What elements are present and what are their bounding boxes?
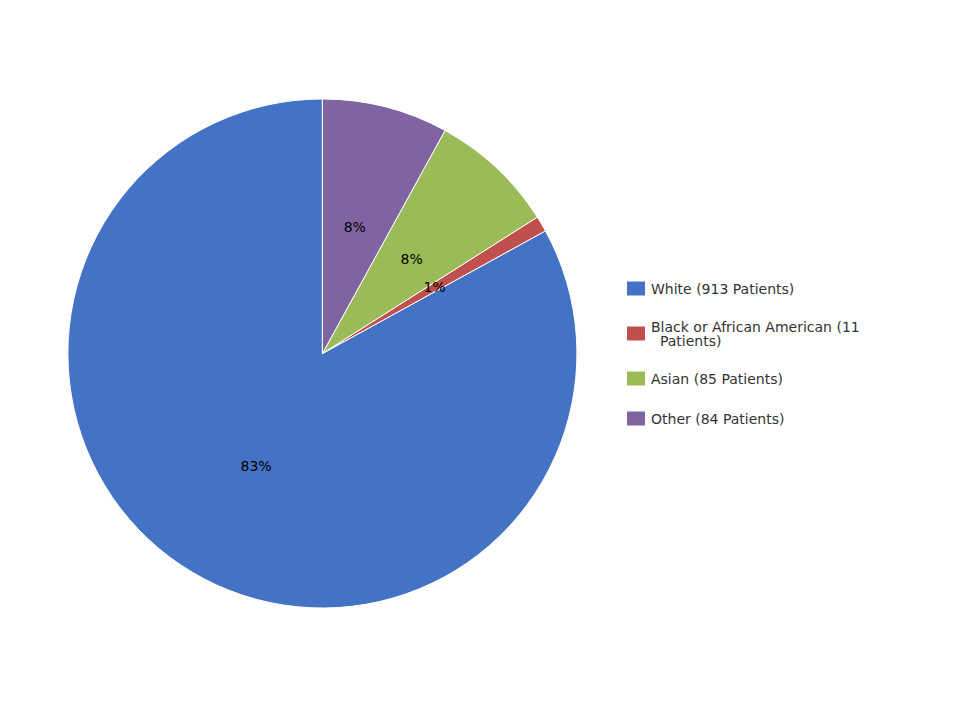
svg-text:83%: 83%: [241, 458, 272, 474]
svg-text:Patients): Patients): [651, 333, 721, 349]
svg-text:1%: 1%: [423, 279, 445, 295]
svg-text:8%: 8%: [344, 219, 366, 235]
svg-text:White (913 Patients): White (913 Patients): [651, 281, 794, 297]
svg-text:Other (84 Patients): Other (84 Patients): [651, 411, 784, 427]
svg-text:Black or African American (11: Black or African American (11: [651, 318, 860, 335]
svg-text:8%: 8%: [400, 251, 422, 267]
svg-text:Asian (85 Patients): Asian (85 Patients): [651, 371, 783, 387]
